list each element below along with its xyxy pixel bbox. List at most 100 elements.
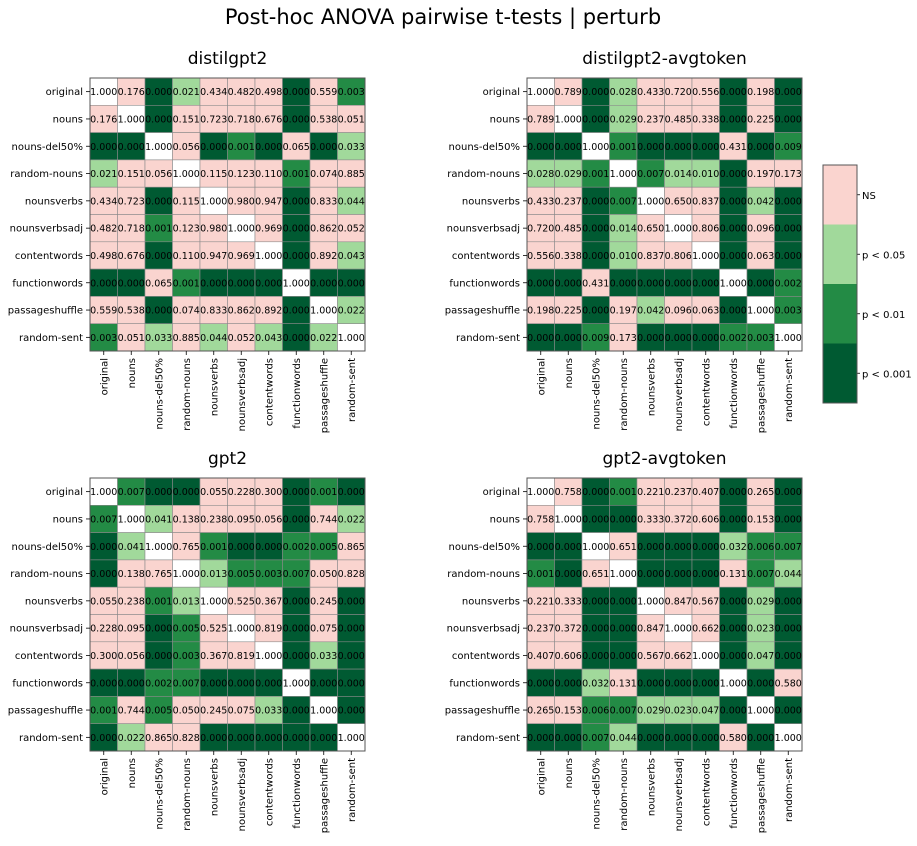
cell-value-label: 0.051	[338, 114, 365, 125]
cell-value-label: 0.000	[200, 278, 227, 289]
cell-value-label: 0.044	[200, 333, 227, 344]
cell-value-label: 0.238	[200, 514, 227, 525]
cell-value-label: 0.580	[775, 678, 802, 689]
cell-value-label: 1.000	[692, 251, 719, 262]
heatmap-cell	[254, 132, 283, 161]
cell-value-label: 0.000	[283, 87, 310, 98]
cell-value-label: 0.000	[118, 278, 145, 289]
heatmap-cell	[554, 159, 583, 188]
heatmap-cell	[117, 696, 146, 725]
heatmap-cell	[691, 214, 720, 243]
cell-value-label: 0.000	[145, 196, 172, 207]
cell-value-label: 0.237	[665, 487, 692, 498]
cell-value-label: 0.005	[310, 542, 337, 553]
heatmap-cell	[89, 214, 118, 243]
cell-value-label: 0.000	[720, 651, 747, 662]
cell-value-label: 0.056	[118, 651, 145, 662]
cell-value-label: 0.003	[338, 87, 365, 98]
x-tick-label: nouns-del50%	[591, 758, 602, 829]
cell-value-label: 0.022	[310, 333, 337, 344]
cell-value-label: 1.000	[228, 624, 255, 635]
heatmap-cell	[746, 296, 775, 324]
cell-value-label: 0.806	[692, 224, 719, 235]
cell-value-label: 0.980	[228, 196, 255, 207]
cell-value-label: 0.000	[338, 678, 365, 689]
cell-value-label: 0.559	[90, 306, 117, 317]
cell-value-label: 0.001	[310, 487, 337, 498]
cell-value-label: 0.033	[338, 142, 365, 153]
heatmap-cell	[117, 723, 146, 752]
cell-value-label: 0.676	[118, 251, 145, 262]
x-tick-label: nounsverbsadj	[674, 758, 685, 831]
heatmap-cell	[746, 132, 775, 161]
cell-value-label: 0.000	[90, 542, 117, 553]
heatmap-cell	[282, 77, 311, 106]
heatmap-cell	[89, 77, 118, 106]
cell-value-label: 0.063	[747, 251, 774, 262]
cell-value-label: 0.837	[637, 251, 664, 262]
cell-value-label: 1.000	[118, 514, 145, 525]
cell-value-label: 1.000	[775, 733, 802, 744]
cell-value-label: 0.828	[173, 733, 200, 744]
y-tick-label: contentwords	[452, 251, 520, 262]
heatmap-cell	[144, 186, 173, 215]
heatmap-cell	[254, 241, 283, 270]
heatmap-cell	[581, 105, 610, 133]
cell-value-label: 0.001	[582, 169, 609, 180]
y-tick-label: random-nouns	[447, 569, 520, 580]
cell-value-label: 0.002	[283, 542, 310, 553]
cell-value-label: 0.028	[610, 87, 637, 98]
heatmap-cell	[719, 696, 748, 725]
y-tick-label: random-sent	[19, 333, 83, 344]
x-tick-label: nouns-del50%	[154, 358, 165, 429]
legend-label: p < 0.001	[862, 369, 912, 380]
heatmap-cell	[581, 132, 610, 161]
cell-value-label: 0.047	[747, 651, 774, 662]
cell-value-label: 0.238	[118, 596, 145, 607]
heatmap-cell	[636, 241, 665, 270]
cell-value-label: 0.000	[338, 278, 365, 289]
cell-value-label: 1.000	[582, 542, 609, 553]
cell-value-label: 0.000	[283, 514, 310, 525]
heatmap-cell	[199, 532, 228, 561]
cell-value-label: 0.000	[692, 333, 719, 344]
x-tick-label: nounsverbs	[209, 758, 220, 816]
heatmap-cell	[526, 641, 555, 670]
cell-value-label: 0.000	[555, 678, 582, 689]
heatmap-cell	[282, 268, 311, 297]
cell-value-label: 0.434	[200, 87, 227, 98]
heatmap-cell	[282, 296, 311, 324]
heatmap-cell	[526, 132, 555, 161]
cell-value-label: 0.001	[173, 278, 200, 289]
panel-title: distilgpt2	[188, 49, 268, 69]
cell-value-label: 0.000	[720, 87, 747, 98]
y-tick-label: original	[46, 487, 83, 498]
cell-value-label: 0.000	[90, 278, 117, 289]
heatmap-cell	[746, 641, 775, 670]
heatmap-cell	[199, 186, 228, 215]
cell-value-label: 0.245	[310, 596, 337, 607]
cell-value-label: 0.833	[310, 196, 337, 207]
heatmap-cell	[581, 268, 610, 297]
cell-value-label: 0.013	[200, 569, 227, 580]
heatmap-cell	[254, 586, 283, 615]
cell-value-label: 0.096	[747, 224, 774, 235]
heatmap-cell	[282, 504, 311, 533]
cell-value-label: 0.407	[692, 487, 719, 498]
cell-value-label: 0.221	[527, 596, 554, 607]
heatmap-cell	[144, 614, 173, 643]
heatmap-cell	[609, 696, 638, 725]
y-tick-label: nouns-del50%	[449, 142, 520, 153]
cell-value-label: 0.000	[283, 487, 310, 498]
heatmap-cell	[227, 559, 256, 588]
heatmap-cell	[774, 586, 803, 615]
cell-value-label: 0.000	[692, 142, 719, 153]
cell-value-label: 0.969	[255, 224, 282, 235]
cell-value-label: 0.338	[555, 251, 582, 262]
heatmap-cell	[774, 614, 803, 643]
cell-value-label: 0.000	[747, 733, 774, 744]
cell-value-label: 0.000	[637, 333, 664, 344]
cell-value-label: 0.000	[90, 142, 117, 153]
